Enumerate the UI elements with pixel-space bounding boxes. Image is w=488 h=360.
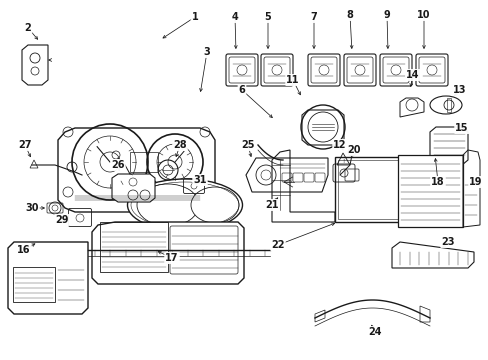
FancyBboxPatch shape [343,54,375,86]
Bar [337,160,416,219]
Text: 28: 28 [173,140,186,150]
Text: 9: 9 [383,10,389,20]
Bar [446,98,450,112]
Bar [13,267,55,302]
Text: 21: 21 [264,200,278,210]
Text: 13: 13 [452,85,466,95]
Polygon shape [399,98,423,117]
Text: 22: 22 [271,240,284,250]
Bar [278,166,289,180]
Text: 19: 19 [468,177,482,187]
Text: 8: 8 [346,10,353,20]
Polygon shape [58,128,215,212]
Polygon shape [22,45,48,85]
Text: 18: 18 [430,177,444,187]
Text: 20: 20 [346,145,360,155]
Text: 6: 6 [238,85,245,95]
Text: 2: 2 [24,23,31,33]
Bar [100,222,168,272]
Ellipse shape [191,187,239,223]
FancyBboxPatch shape [261,54,292,86]
Bar [397,155,462,227]
Text: !: ! [341,158,344,163]
Text: 10: 10 [416,10,430,20]
Polygon shape [8,242,88,314]
Polygon shape [302,110,343,145]
Text: 24: 24 [367,327,381,337]
Polygon shape [245,158,327,192]
Text: 14: 14 [406,70,419,80]
Polygon shape [391,242,473,268]
FancyBboxPatch shape [307,54,339,86]
Text: 23: 23 [440,237,454,247]
Text: 4: 4 [231,12,238,22]
Polygon shape [429,127,467,165]
Text: 30: 30 [25,203,39,213]
Text: 15: 15 [454,123,468,133]
Text: 26: 26 [111,160,124,170]
Ellipse shape [137,184,199,226]
Polygon shape [92,222,244,284]
FancyBboxPatch shape [379,54,411,86]
Polygon shape [112,174,155,202]
Text: 3: 3 [203,47,210,57]
FancyBboxPatch shape [415,54,447,86]
Text: 25: 25 [241,140,254,150]
Text: 12: 12 [332,140,346,150]
Text: 11: 11 [285,75,299,85]
Text: 7: 7 [310,12,317,22]
Text: 16: 16 [17,245,31,255]
FancyBboxPatch shape [225,54,258,86]
Text: 17: 17 [165,253,179,263]
Text: 1: 1 [191,12,198,22]
Text: 31: 31 [193,175,206,185]
Text: 29: 29 [55,215,69,225]
Bar [334,157,419,222]
Bar [130,152,158,172]
Text: 27: 27 [18,140,32,150]
Ellipse shape [127,179,242,231]
Text: 5: 5 [264,12,271,22]
